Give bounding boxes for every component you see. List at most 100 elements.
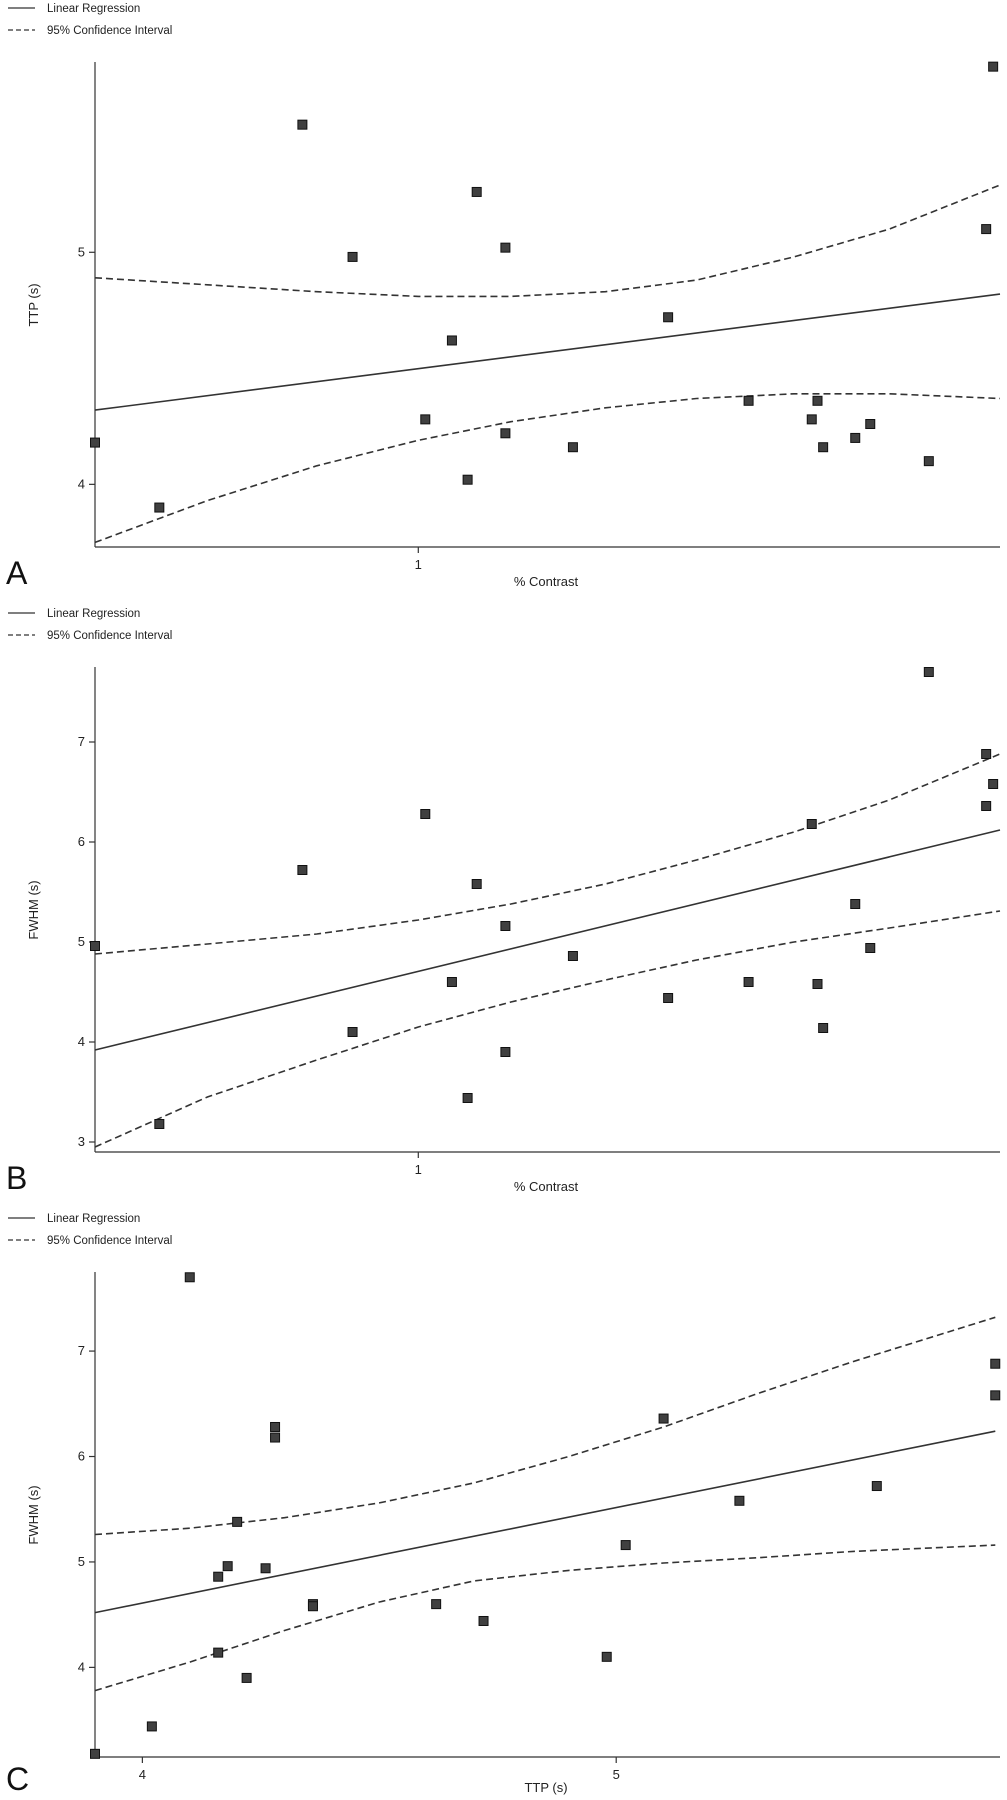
data-point [865, 943, 876, 953]
data-point [812, 395, 823, 406]
data-point [431, 1599, 442, 1610]
data-point [347, 251, 358, 262]
data-point [478, 1615, 489, 1626]
x-axis-title: % Contrast [514, 1179, 579, 1194]
regression-line [94, 1430, 996, 1614]
data-point [981, 749, 992, 759]
ci-lower-line [94, 392, 1001, 544]
data-point [260, 1563, 271, 1574]
legend-c: Linear Regression 95% Confidence Interva… [8, 1213, 172, 1247]
data-point [850, 432, 861, 443]
x-tick-label: 4 [139, 1767, 146, 1782]
data-point [923, 456, 934, 467]
data-point [981, 224, 992, 235]
y-tick-label: 3 [78, 1134, 85, 1149]
data-point [446, 977, 457, 987]
data-point [658, 1413, 669, 1424]
data-point [500, 921, 511, 931]
y-tick-label: 7 [78, 734, 85, 749]
data-point [232, 1516, 243, 1527]
data-point [241, 1672, 252, 1683]
data-point [90, 941, 100, 951]
data-point [270, 1432, 281, 1443]
data-point [184, 1272, 195, 1283]
legend-regression-label: Linear Regression [47, 608, 140, 620]
data-point [222, 1561, 233, 1572]
data-point [500, 1047, 511, 1057]
y-tick-label: 4 [78, 1659, 85, 1674]
panel-label: B [6, 1160, 27, 1196]
data-point [990, 1358, 1001, 1369]
data-point [307, 1601, 318, 1612]
ci-upper-line [94, 184, 1001, 298]
y-tick-label: 6 [78, 1449, 85, 1464]
x-axis-title: % Contrast [514, 574, 579, 589]
data-point [818, 1023, 829, 1033]
y-tick-label: 5 [78, 934, 85, 949]
data-point [806, 414, 817, 425]
panel-c: Linear Regression 95% Confidence Interva… [0, 1210, 1007, 1800]
x-tick-label: 5 [613, 1767, 620, 1782]
panel-a: Linear Regression 95% Confidence Interva… [0, 0, 1007, 591]
data-point [146, 1721, 157, 1732]
panel-b: Linear Regression 95% Confidence Interva… [0, 605, 1007, 1196]
legend-ci-label: 95% Confidence Interval [47, 1235, 172, 1247]
x-axis-title: TTP (s) [524, 1780, 567, 1795]
panel-label: A [6, 555, 28, 591]
x-tick-label: 1 [415, 557, 422, 572]
data-point [663, 312, 674, 323]
data-point [981, 801, 992, 811]
data-point [90, 437, 100, 448]
data-point [743, 977, 754, 987]
data-point [347, 1027, 358, 1037]
ci-lower-line [94, 910, 1001, 1148]
data-point [500, 242, 511, 253]
data-point [734, 1495, 745, 1506]
data-point [213, 1647, 224, 1658]
x-tick-label: 1 [415, 1162, 422, 1177]
data-point [297, 119, 308, 130]
chart-b-svg: Linear Regression 95% Confidence Interva… [6, 608, 1001, 1196]
legend-regression-label: Linear Regression [47, 3, 140, 15]
data-point [90, 1748, 100, 1759]
data-point [812, 979, 823, 989]
data-point [567, 951, 578, 961]
data-point [297, 865, 308, 875]
data-point [871, 1481, 882, 1492]
data-point [663, 993, 674, 1003]
ci-upper-line [94, 1316, 996, 1536]
data-point [850, 899, 861, 909]
data-point [462, 474, 473, 485]
panel-label: C [6, 1761, 29, 1797]
data-point [743, 395, 754, 406]
data-point [154, 1119, 165, 1129]
y-tick-label: 5 [78, 1554, 85, 1569]
data-point [446, 335, 457, 346]
data-point [154, 502, 165, 513]
data-point [420, 414, 431, 425]
legend-b: Linear Regression 95% Confidence Interva… [8, 608, 172, 642]
y-tick-label: 5 [78, 244, 85, 259]
regression-line [94, 829, 1001, 1051]
data-point [990, 1390, 1001, 1401]
y-axis-title: FWHM (s) [26, 1485, 41, 1544]
legend-a: Linear Regression 95% Confidence Interva… [8, 3, 172, 37]
y-tick-label: 4 [78, 1034, 85, 1049]
ci-lower-line [94, 1544, 996, 1692]
y-tick-label: 6 [78, 834, 85, 849]
data-point [818, 442, 829, 453]
y-tick-label: 4 [78, 476, 85, 491]
data-point [471, 879, 482, 889]
data-point [567, 442, 578, 453]
data-point [923, 667, 934, 677]
data-point [601, 1651, 612, 1662]
data-point [270, 1421, 281, 1432]
data-point [988, 779, 999, 789]
ci-upper-line [94, 753, 1001, 955]
data-point [620, 1540, 631, 1551]
data-point [420, 809, 431, 819]
regression-line [94, 293, 1001, 411]
chart-c-svg: Linear Regression 95% Confidence Interva… [6, 1213, 1001, 1797]
data-point [462, 1093, 473, 1103]
chart-a-svg: Linear Regression 95% Confidence Interva… [6, 3, 1001, 591]
